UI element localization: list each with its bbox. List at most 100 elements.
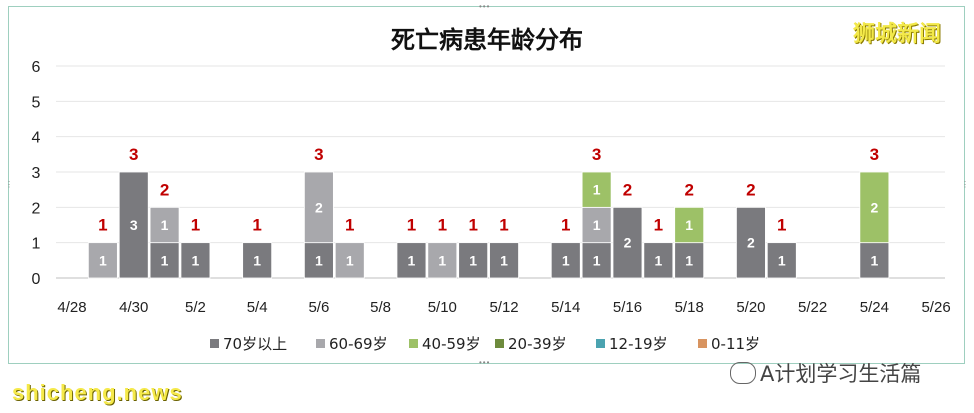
x-tick-label: 5/16: [613, 299, 642, 316]
legend-label: 20-39岁: [508, 335, 567, 353]
total-value-label: 2: [746, 180, 755, 199]
total-value-label: 1: [98, 216, 107, 235]
segment-value-label: 1: [685, 217, 693, 233]
bar-segment: [550, 242, 581, 279]
total-value-label: 1: [561, 216, 570, 235]
bar-segment: [303, 242, 334, 279]
bar-segment: [612, 206, 643, 279]
segment-value-label: 1: [654, 252, 662, 268]
segment-value-label: 1: [161, 252, 169, 268]
y-tick-label: 6: [32, 59, 41, 76]
bar-segment: [643, 242, 674, 279]
x-tick-label: 5/4: [247, 299, 268, 316]
resize-handle-bottom[interactable]: •••: [479, 358, 491, 367]
bar-segment: [242, 242, 273, 279]
y-tick-label: 4: [32, 130, 41, 147]
segment-value-label: 1: [685, 252, 693, 268]
legend-label: 12-19岁: [609, 335, 668, 353]
footer-account-name: A计划学习生活篇: [760, 362, 922, 386]
segment-value-label: 2: [870, 199, 878, 215]
total-value-label: 1: [191, 216, 200, 235]
bar-segment: [581, 242, 612, 279]
segment-value-label: 2: [315, 199, 323, 215]
y-tick-label: 1: [32, 236, 41, 253]
bar-segment: [674, 242, 705, 279]
resize-handle-top[interactable]: •••: [479, 2, 491, 11]
total-value-label: 3: [129, 145, 138, 164]
bar-segment: [859, 171, 890, 244]
x-tick-label: 5/2: [185, 299, 206, 316]
total-value-label: 3: [314, 145, 323, 164]
data-labels: 1 1 3 3 1 1 2 1 1 1 1 1 2 3 1 1 1 1 1 1 1 1 1 1 1 1 1 1 1 3 2 2 1 1 1 1 2 2 2 1…: [98, 145, 879, 268]
footer-watermark: shicheng.news: [12, 380, 183, 405]
segment-value-label: 1: [500, 252, 508, 268]
y-tick-label: 3: [32, 165, 41, 182]
total-value-label: 2: [160, 180, 169, 199]
legend-label: 0-11岁: [711, 335, 760, 353]
segment-value-label: 1: [593, 217, 601, 233]
wechat-icon: [730, 362, 756, 384]
segment-value-label: 3: [130, 217, 138, 233]
segment-value-label: 1: [469, 252, 477, 268]
segment-value-label: 1: [315, 252, 323, 268]
segment-value-label: 1: [438, 252, 446, 268]
bar-segment: [458, 242, 489, 279]
bar-segment: [674, 206, 705, 244]
bar-segment: [736, 206, 766, 279]
brand-logo: 狮城新闻: [853, 22, 942, 47]
legend-swatch: [698, 339, 707, 348]
x-tick-label: 5/26: [921, 299, 950, 316]
bar-segment: [118, 171, 149, 279]
bar-segment: [334, 242, 365, 279]
footer-account: A计划学习生活篇: [730, 358, 921, 388]
bar-segment: [489, 242, 519, 279]
total-value-label: 2: [684, 180, 693, 199]
bar-segment: [149, 206, 180, 244]
y-tick-label: 2: [32, 200, 41, 217]
segment-value-label: 2: [624, 235, 632, 251]
legend-label: 70岁以上: [223, 335, 287, 353]
legend-label: 40-59岁: [422, 335, 481, 353]
segment-value-label: 1: [593, 182, 601, 198]
x-tick-label: 5/12: [489, 299, 518, 316]
legend: 70岁以上 60-69岁 40-59岁 20-39岁 12-19岁 0-11岁: [210, 335, 760, 353]
total-value-label: 2: [623, 180, 632, 199]
x-tick-label: 5/24: [860, 299, 889, 316]
segment-value-label: 1: [870, 252, 878, 268]
x-tick-label: 5/8: [370, 299, 391, 316]
y-tick-label: 0: [32, 271, 41, 288]
bar-segment: [427, 242, 458, 279]
x-tick-label: 5/10: [428, 299, 457, 316]
segment-value-label: 1: [593, 252, 601, 268]
bar-segment: [581, 171, 612, 208]
x-tick-label: 5/22: [798, 299, 827, 316]
legend-swatch: [596, 339, 605, 348]
bar-segment: [766, 242, 797, 279]
total-value-label: 1: [407, 216, 416, 235]
total-value-label: 1: [252, 216, 261, 235]
segment-value-label: 1: [99, 252, 107, 268]
segment-value-label: 1: [161, 217, 169, 233]
bar-segment: [87, 242, 118, 279]
total-value-label: 3: [592, 145, 601, 164]
x-axis-ticks: 4/28 4/30 5/2 5/4 5/6 5/8 5/10 5/12 5/14 5/16 5/18…: [57, 299, 950, 316]
legend-swatch: [316, 339, 325, 348]
bar-segment: [149, 242, 180, 279]
segment-value-label: 1: [408, 252, 416, 268]
x-tick-label: 5/6: [308, 299, 329, 316]
y-axis-ticks: 0 1 2 3 4 5 6: [32, 59, 41, 288]
total-value-label: 1: [499, 216, 508, 235]
bar-segment: [303, 171, 334, 244]
legend-swatch: [210, 339, 219, 348]
total-value-label: 1: [654, 216, 663, 235]
segment-value-label: 1: [346, 252, 354, 268]
bar-segment: [396, 242, 427, 279]
segment-value-label: 1: [778, 252, 786, 268]
segment-value-label: 2: [747, 235, 755, 251]
total-value-label: 1: [468, 216, 477, 235]
segment-value-label: 1: [562, 252, 570, 268]
bar-segment: [859, 242, 890, 279]
legend-label: 60-69岁: [329, 335, 388, 353]
x-tick-label: 5/14: [551, 299, 580, 316]
